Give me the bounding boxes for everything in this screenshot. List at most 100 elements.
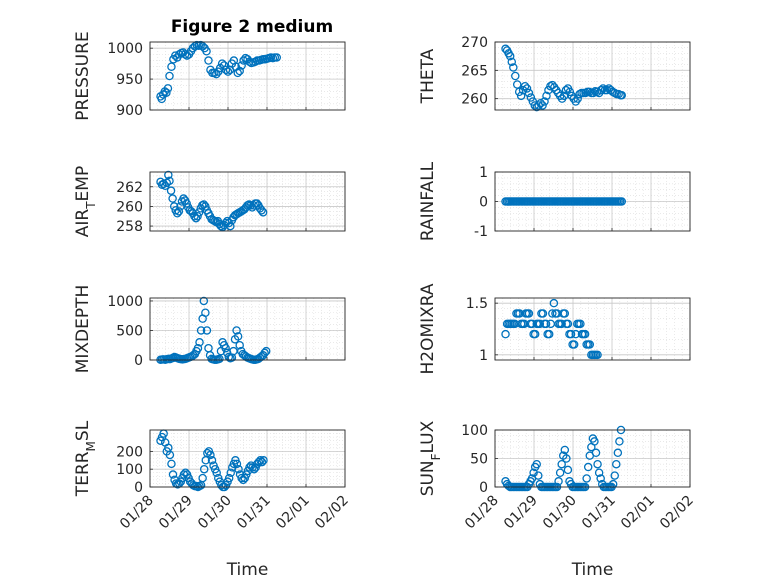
y-tick-label: 50 [470,452,488,468]
subplot-h2omixra: 1 1.5 H2OMIXRA [418,283,691,375]
data-point [174,207,184,216]
data-point [257,457,267,467]
data-point [560,309,570,318]
data-point [534,471,543,480]
y-tick-label: 0 [134,353,143,369]
data-point [565,87,575,97]
data-point [560,445,570,455]
data-point [534,101,543,110]
data-point [198,473,207,483]
y-axis-label: H2OMIXRA [418,283,438,374]
data-point [538,101,547,110]
data-point [243,201,252,210]
data-point [234,464,243,474]
data-point [202,47,211,56]
data-point [235,340,244,350]
data-point [555,468,565,477]
data-point [593,350,602,360]
subplot-theta: 260 265 270 THETA [418,35,691,112]
axes-frame [149,429,346,488]
data-point [235,66,244,76]
data-point [535,319,545,329]
data-point [541,319,551,329]
data-point [199,464,209,474]
data-point [544,329,554,339]
data-point [174,50,184,59]
data-point [254,457,264,467]
y-tick-label: 500 [116,323,143,339]
data-point [165,71,174,81]
data-point [566,329,576,339]
data-point [233,332,243,341]
data-point [163,84,173,93]
subplot-pressure: 900 950 1000 PRESSURE [73,31,346,121]
subplot-rainfall: -1 0 1 RAINFALL [418,161,691,241]
y-tick-label: 1000 [107,41,143,57]
data-point [226,221,235,231]
data-point [593,459,602,469]
data-point [272,53,281,62]
data-point [202,326,212,335]
x-tick-label: 01/31 [579,493,619,533]
y-tick-label: 0 [479,195,488,211]
data-point [596,474,605,483]
x-tick-label: 02/01 [618,493,658,533]
y-tick-label: 100 [116,462,143,478]
data-point [594,468,604,477]
data-point [221,65,231,75]
data-point [549,298,559,308]
data-point [612,459,621,469]
data-point [157,94,166,104]
data-point [245,463,254,472]
y-tick-label: 1 [479,165,488,181]
data-point [524,88,534,98]
y-axis-label: AIRTEMP [73,166,98,237]
data-point [617,91,627,100]
data-point [207,456,217,465]
data-point [195,338,204,347]
data-point [580,329,590,339]
data-point [261,346,271,356]
data-point [199,296,209,306]
data-point [226,468,235,477]
y-tick-label: -1 [474,224,488,240]
y-tick-label: 270 [461,35,488,51]
data-point [215,354,224,364]
data-point [530,329,540,339]
data-point [562,454,571,463]
axes-frame [494,171,691,232]
data-point [542,91,551,101]
data-point [514,87,524,97]
data-point [167,62,176,71]
y-tick-label: 900 [116,103,143,119]
data-point [224,352,234,362]
data-point [167,459,176,469]
x-tick-label: 01/28 [462,493,502,533]
data-point [505,51,515,61]
y-tick-label: 1.5 [466,296,488,312]
data-point [511,71,520,81]
data-point [196,326,206,335]
y-tick-label: 260 [461,92,488,108]
y-tick-label: 0 [134,480,143,496]
data-point [221,343,230,353]
data-point [526,93,536,102]
data-point [582,474,591,483]
x-tick-label: 02/02 [657,493,697,533]
data-point [538,309,548,318]
data-point [596,85,606,95]
data-point [536,98,545,108]
x-tick-label: 01/29 [501,493,541,533]
axes-frame [494,41,691,111]
data-point [507,57,517,67]
x-tick-label: 01/28 [117,493,157,533]
y-tick-label: 260 [116,199,143,215]
y-axis-label: RAINFALL [418,161,438,241]
y-tick-label: 950 [116,72,143,88]
y-axis-label: MIXDEPTH [73,285,93,374]
data-point [168,194,177,203]
y-tick-label: 1000 [107,294,143,310]
subplot-sun-flux: 0 50 100 SUNFLUX 01/28 01/29 01/30 01/31 02/01 02… [418,420,697,580]
data-point [257,206,266,215]
data-point [598,84,608,93]
